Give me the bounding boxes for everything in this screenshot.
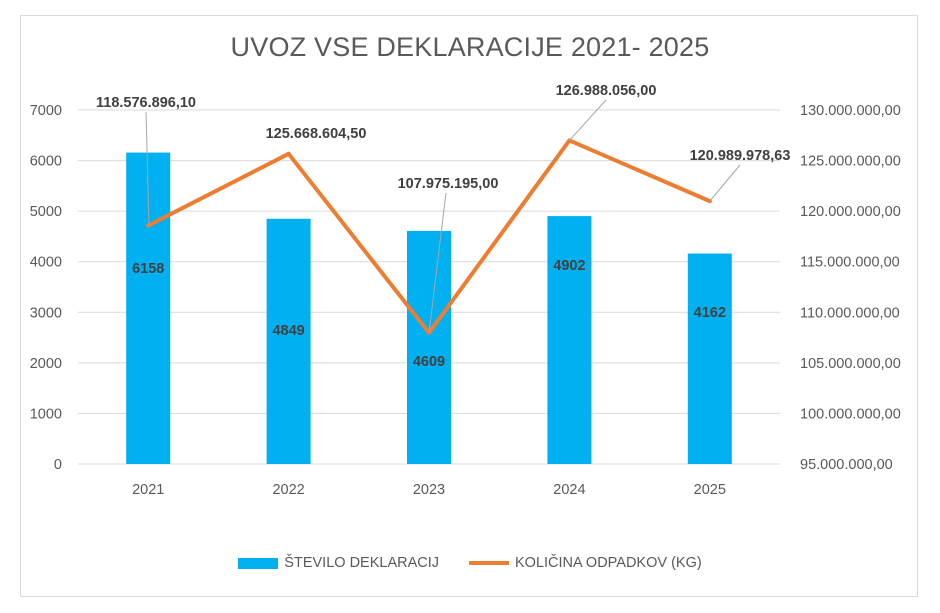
leader-line: [145, 111, 150, 226]
bar: [687, 253, 732, 464]
line-point: [286, 151, 291, 156]
x-tick-label: 2024: [553, 482, 585, 498]
line-point: [146, 223, 151, 228]
y-right-tick-label: 95.000.000,00: [800, 457, 893, 473]
y-right-tick-label: 125.000.000,00: [800, 154, 901, 170]
legend-bar-label: ŠTEVILO DEKLARACIJ: [284, 555, 440, 571]
bar: [547, 216, 592, 464]
legend-item-line: KOLIČINA ODPADKOV (KG): [469, 555, 702, 571]
bar: [407, 230, 451, 464]
bar-data-label: 4609: [413, 354, 445, 370]
legend-item-bars: ŠTEVILO DEKLARACIJ: [238, 555, 439, 571]
line-data-label: 120.989.978,63: [690, 148, 791, 164]
leader-line: [569, 99, 607, 141]
legend-line-label: KOLIČINA ODPADKOV (KG): [515, 555, 702, 571]
line-data-label: 107.975.195,00: [398, 176, 499, 192]
bar-data-label: 4162: [694, 305, 726, 321]
legend-line-swatch: [469, 561, 510, 565]
x-tick-label: 2022: [272, 482, 304, 498]
y-right-tick-label: 110.000.000,00: [800, 305, 900, 321]
y-left-tick-label: 2000: [30, 356, 62, 372]
leader-line: [709, 164, 741, 202]
y-right-tick-label: 105.000.000,00: [800, 356, 901, 372]
bar-data-label: 6158: [132, 261, 164, 277]
y-right-tick-label: 130.000.000,00: [800, 103, 901, 119]
x-tick-label: 2025: [694, 482, 726, 498]
y-left-tick-label: 5000: [30, 204, 62, 220]
y-left-tick-label: 7000: [30, 103, 62, 119]
line-data-label: 126.988.056,00: [556, 83, 657, 99]
y-left-tick-label: 1000: [30, 406, 62, 422]
y-left-tick-label: 0: [54, 457, 62, 473]
y-left-tick-label: 3000: [30, 305, 62, 321]
legend-bar-swatch: [238, 557, 279, 569]
y-left-tick-label: 6000: [30, 154, 62, 170]
chart-legend: ŠTEVILO DEKLARACIJ KOLIČINA ODPADKOV (KG…: [0, 555, 940, 571]
line-data-label: 118.576.896,10: [96, 95, 196, 111]
chart-title: UVOZ VSE DEKLARACIJE 2021- 2025: [230, 32, 710, 62]
y-right-tick-label: 100.000.000,00: [800, 406, 901, 422]
x-tick-label: 2023: [413, 482, 445, 498]
y-left-tick-label: 4000: [30, 255, 62, 271]
bar-data-label: 4849: [272, 323, 304, 339]
y-right-tick-label: 120.000.000,00: [800, 204, 901, 220]
leader-line: [428, 192, 447, 333]
bar: [266, 218, 311, 464]
bar-data-label: 4902: [553, 258, 585, 274]
x-tick-label: 2021: [132, 482, 164, 498]
line-data-label: 125.668.604,50: [266, 126, 367, 142]
y-right-tick-label: 115.000.000,00: [800, 255, 900, 271]
